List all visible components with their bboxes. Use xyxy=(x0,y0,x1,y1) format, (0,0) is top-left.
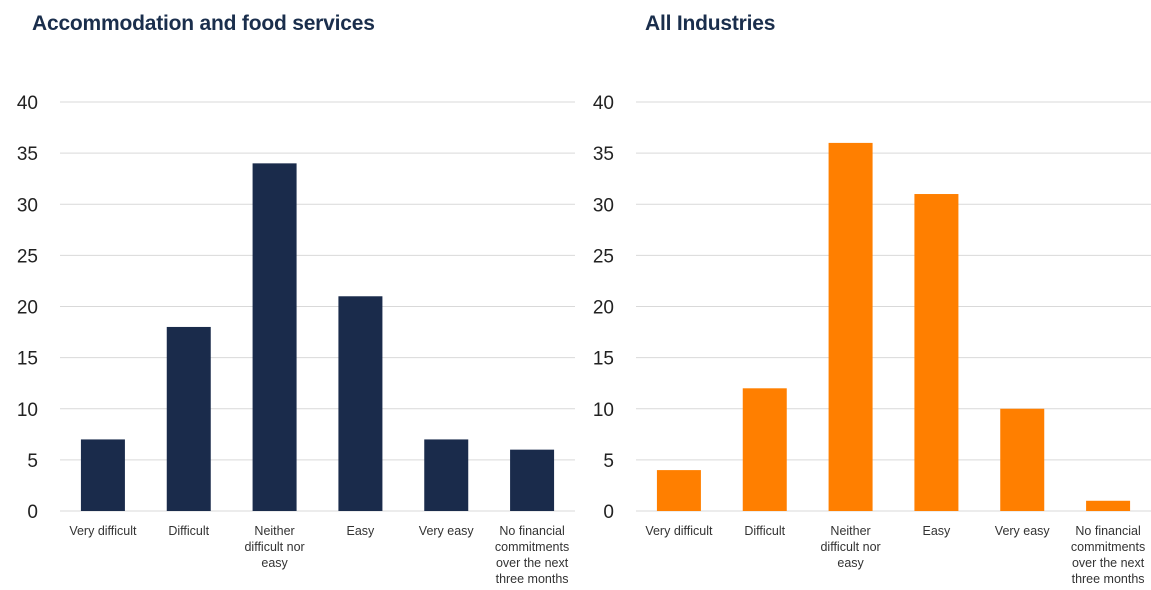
y-tick-label: 5 xyxy=(27,451,38,472)
x-category-label: Very easy xyxy=(419,524,475,538)
y-tick-label: 0 xyxy=(603,502,614,523)
y-tick-label: 35 xyxy=(593,144,614,165)
bar-chart-accommodation: 0 5 10 15 20 25 30 35 40 Very difficult Difficult N… xyxy=(17,93,575,586)
x-category-label: Very difficult xyxy=(645,524,713,538)
y-tick-label: 15 xyxy=(17,349,38,370)
x-category-label: No financial commitments over the next thre… xyxy=(1071,524,1145,586)
chart-panel-all-industries: All Industries 0 5 10 15 20 25 30 35 40 Very diff… xyxy=(576,0,1151,590)
x-category-label: No financial commitments over the next thre… xyxy=(495,524,569,586)
bar xyxy=(424,439,469,511)
x-category-label: Very easy xyxy=(995,524,1051,538)
chart-title: Accommodation and food services xyxy=(32,12,375,35)
y-tick-label: 40 xyxy=(593,93,614,114)
bar-chart-all-industries: 0 5 10 15 20 25 30 35 40 Very difficult Difficult N… xyxy=(593,93,1151,586)
bar xyxy=(1000,408,1045,511)
bar xyxy=(828,142,873,511)
y-tick-label: 0 xyxy=(27,502,38,523)
y-tick-label: 40 xyxy=(17,93,38,114)
y-tick-label: 25 xyxy=(17,246,38,267)
bar xyxy=(166,326,211,511)
x-category-label: Neither difficult nor easy xyxy=(244,524,304,570)
x-category-label: Difficult xyxy=(168,524,209,538)
y-tick-label: 15 xyxy=(593,349,614,370)
x-category-label: Difficult xyxy=(744,524,785,538)
bar xyxy=(742,388,787,511)
y-tick-label: 30 xyxy=(593,195,614,216)
chart-title: All Industries xyxy=(645,12,776,35)
bar xyxy=(510,449,555,511)
y-tick-label: 25 xyxy=(593,246,614,267)
y-tick-label: 20 xyxy=(593,298,614,319)
x-category-label: Easy xyxy=(923,524,952,538)
x-category-label: Easy xyxy=(347,524,376,538)
y-tick-label: 30 xyxy=(17,195,38,216)
y-tick-label: 5 xyxy=(603,451,614,472)
bar xyxy=(252,163,297,511)
chart-panel-accommodation: Accommodation and food services 0 5 10 15 20… xyxy=(0,0,575,590)
bar xyxy=(338,296,383,511)
bar xyxy=(914,194,959,511)
y-tick-label: 35 xyxy=(17,144,38,165)
x-category-label: Neither difficult nor easy xyxy=(820,524,880,570)
y-tick-label: 20 xyxy=(17,298,38,319)
x-category-label: Very difficult xyxy=(69,524,137,538)
y-tick-label: 10 xyxy=(593,400,614,421)
bar xyxy=(1086,500,1131,511)
y-tick-label: 10 xyxy=(17,400,38,421)
bar xyxy=(656,470,701,511)
bar xyxy=(80,439,125,511)
